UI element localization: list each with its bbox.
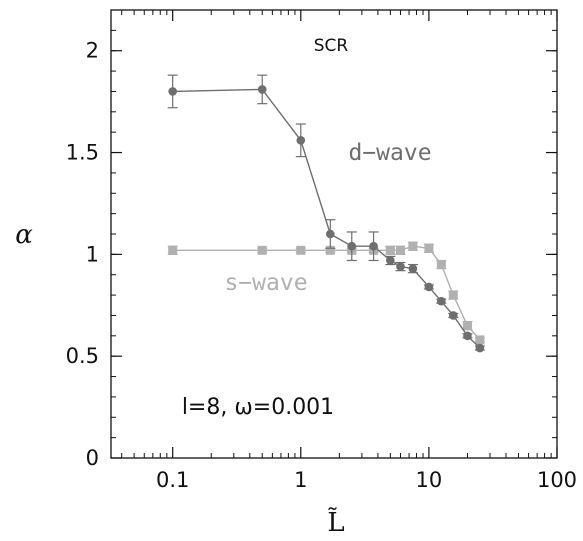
data-point: [396, 262, 405, 271]
tick-labels: 0 0.5 1 1.5 2 0.1 1 10 100: [66, 39, 577, 492]
data-point: [436, 260, 446, 270]
data-point: [437, 296, 446, 306]
data-point: [347, 241, 357, 251]
series-s-wave: [167, 241, 485, 345]
data-point: [448, 290, 458, 300]
x-tick-label: 10: [416, 468, 443, 492]
data-point: [408, 264, 418, 273]
data-point: [424, 243, 434, 253]
data-point: [168, 87, 177, 96]
y-tick-label: 1: [86, 242, 99, 266]
chart-title: SCR: [314, 36, 349, 56]
y-tick-label: 0.5: [66, 344, 99, 368]
data-point: [257, 245, 267, 255]
x-axis-title: L̃: [327, 507, 344, 538]
data-point: [296, 245, 306, 255]
data-point: [257, 85, 267, 94]
y-tick-label: 2: [86, 39, 99, 63]
y-tick-label: 0: [86, 446, 99, 470]
x-tick-label: 100: [537, 468, 577, 492]
data-point: [395, 245, 405, 255]
axis-ticks: [111, 9, 558, 459]
data-point: [385, 245, 395, 255]
data-point: [168, 245, 178, 255]
series-label-s-wave: s−wave: [224, 270, 307, 296]
data-point: [475, 343, 485, 353]
series-d-wave: [167, 74, 485, 353]
data-point: [326, 229, 335, 239]
data-point: [408, 241, 418, 251]
data-point: [462, 321, 472, 331]
series-label-d-wave: d−wave: [348, 140, 431, 166]
x-tick-label: 0.1: [156, 468, 189, 492]
y-axis-title: α: [15, 220, 33, 250]
data-point: [296, 136, 306, 145]
parameter-annotation: l=8, ω=0.001: [182, 395, 334, 420]
x-tick-label: 1: [294, 468, 307, 492]
data-point: [475, 335, 485, 345]
data-point: [424, 282, 434, 292]
series-layer: [167, 74, 485, 353]
y-tick-label: 1.5: [66, 141, 99, 165]
series-line-d-wave: [172, 88, 481, 349]
data-point: [386, 256, 395, 265]
data-point: [369, 241, 378, 251]
series-line-s-wave: [172, 245, 481, 341]
data-point: [448, 311, 458, 320]
data-point: [463, 331, 472, 341]
data-point: [325, 245, 335, 255]
